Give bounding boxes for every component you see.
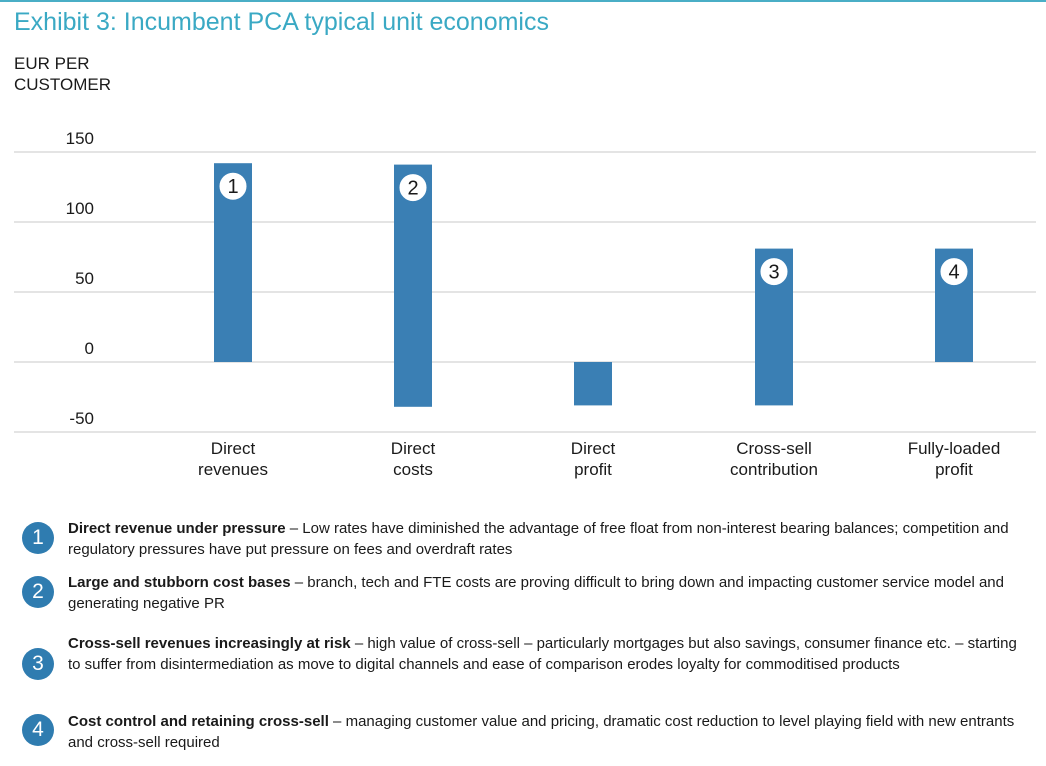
bar-marker-badge [398,173,428,203]
x-tick-label: Cross-sell [736,439,812,458]
legend-description: – high value of cross-sell – particularl… [68,635,1017,673]
bar [394,164,432,407]
x-tick-label: profit [574,460,612,479]
y-unit-label: EUR PER CUSTOMER [14,53,174,95]
y-unit-line-1: EUR PER [14,54,90,73]
y-tick-label: 0 [85,339,94,358]
legend-text: Direct revenue under pressure – Low rate… [68,518,1018,560]
legend-badge: 1 [22,522,54,554]
bar-marker-number: 4 [948,262,959,284]
x-tick-label: revenues [198,460,268,479]
bar-chart: 150 100 50 0 -50 1 2 3 4 Direct revenues Direct cost… [14,129,1036,479]
y-tick-label: 150 [66,129,94,148]
legend-badge: 3 [22,648,54,680]
legend-badge: 2 [22,576,54,608]
bar-marker-badge [218,171,248,201]
bar-marker-number: 2 [407,178,418,200]
legend-text: Cost control and retaining cross-sell – … [68,711,1018,753]
x-tick-label: Fully-loaded [908,439,1001,458]
top-rule [0,0,1046,2]
x-tick-label: Direct [571,439,616,458]
x-tick-label: contribution [730,460,818,479]
bar-marker-number: 1 [227,176,238,198]
bar [574,362,612,406]
bar-marker-number: 3 [768,262,779,284]
legend-heading: Cross-sell revenues increasingly at risk [68,635,351,652]
x-tick-label: Direct [211,439,256,458]
legend-description: – Low rates have diminished the advantag… [68,520,1009,558]
y-unit-line-2: CUSTOMER [14,75,111,94]
legend-heading: Large and stubborn cost bases [68,574,291,591]
legend-badge: 4 [22,714,54,746]
legend-heading: Cost control and retaining cross-sell [68,713,329,730]
bar-marker-badge [759,257,789,287]
x-tick-label: costs [393,460,433,479]
bar-marker-badge [939,257,969,287]
x-tick-label: Direct [391,439,436,458]
legend-heading: Direct revenue under pressure [68,520,286,537]
legend-text: Cross-sell revenues increasingly at risk… [68,633,1018,675]
y-tick-label: 100 [66,199,94,218]
y-tick-label: 50 [75,269,94,288]
legend-description: – managing customer value and pricing, d… [68,713,1015,751]
legend-text: Large and stubborn cost bases – branch, … [68,572,1018,614]
x-tick-label: profit [935,460,973,479]
legend-description: – branch, tech and FTE costs are proving… [68,574,1004,612]
y-tick-label: -50 [69,409,94,428]
chart-title: Exhibit 3: Incumbent PCA typical unit ec… [14,8,549,36]
